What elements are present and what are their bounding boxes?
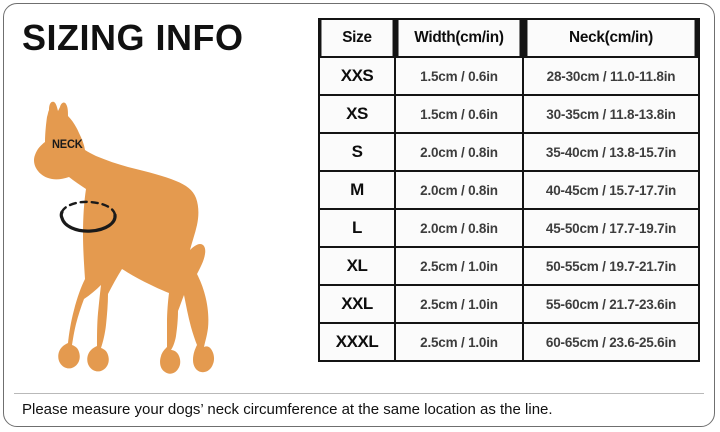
column-header-width: Width(cm/in) bbox=[398, 20, 520, 56]
cell-neck: 45-50cm / 17.7-19.7in bbox=[524, 210, 698, 246]
neck-ellipse-dashed-arc bbox=[60, 200, 117, 217]
cell-neck: 60-65cm / 23.6-25.6in bbox=[524, 324, 698, 360]
page-title: SIZING INFO bbox=[22, 17, 244, 58]
cell-width: 2.5cm / 1.0in bbox=[396, 248, 522, 284]
cell-neck: 50-55cm / 19.7-21.7in bbox=[524, 248, 698, 284]
cell-size: XXS bbox=[320, 58, 394, 94]
cell-size: M bbox=[320, 172, 394, 208]
table-row: XXL 2.5cm / 1.0in 55-60cm / 21.7-23.6in bbox=[320, 286, 698, 322]
sizing-table-grid: Size Width(cm/in) Neck(cm/in) XXS 1.5cm … bbox=[318, 18, 700, 362]
cell-neck: 40-45cm / 15.7-17.7in bbox=[524, 172, 698, 208]
cell-neck: 30-35cm / 11.8-13.8in bbox=[524, 96, 698, 132]
cell-width: 1.5cm / 0.6in bbox=[396, 96, 522, 132]
table-header: Size Width(cm/in) Neck(cm/in) bbox=[320, 20, 698, 56]
cell-width: 2.0cm / 0.8in bbox=[396, 134, 522, 170]
caption-text: Please measure your dogs’ neck circumfer… bbox=[22, 401, 553, 418]
dog-body-shape bbox=[34, 101, 215, 374]
cell-width: 1.5cm / 0.6in bbox=[396, 58, 522, 94]
cell-size: XS bbox=[320, 96, 394, 132]
cell-width: 2.0cm / 0.8in bbox=[396, 210, 522, 246]
column-header-neck: Neck(cm/in) bbox=[527, 20, 695, 56]
cell-size: XL bbox=[320, 248, 394, 284]
cell-size: XXXL bbox=[320, 324, 394, 360]
cell-size: S bbox=[320, 134, 394, 170]
table-row: L 2.0cm / 0.8in 45-50cm / 17.7-19.7in bbox=[320, 210, 698, 246]
column-header-size: Size bbox=[321, 20, 393, 56]
cell-width: 2.5cm / 1.0in bbox=[396, 324, 522, 360]
table-row: M 2.0cm / 0.8in 40-45cm / 15.7-17.7in bbox=[320, 172, 698, 208]
cell-neck: 55-60cm / 21.7-23.6in bbox=[524, 286, 698, 322]
table-row: XS 1.5cm / 0.6in 30-35cm / 11.8-13.8in bbox=[320, 96, 698, 132]
cell-width: 2.0cm / 0.8in bbox=[396, 172, 522, 208]
table-row: XL 2.5cm / 1.0in 50-55cm / 19.7-21.7in bbox=[320, 248, 698, 284]
table-row: S 2.0cm / 0.8in 35-40cm / 13.8-15.7in bbox=[320, 134, 698, 170]
table-row: XXXL 2.5cm / 1.0in 60-65cm / 23.6-25.6in bbox=[320, 324, 698, 360]
cell-width: 2.5cm / 1.0in bbox=[396, 286, 522, 322]
dog-silhouette-svg bbox=[34, 101, 215, 374]
cell-neck: 28-30cm / 11.0-11.8in bbox=[524, 58, 698, 94]
cell-size: L bbox=[320, 210, 394, 246]
cell-size: XXL bbox=[320, 286, 394, 322]
sizing-table: Size Width(cm/in) Neck(cm/in) XXS 1.5cm … bbox=[318, 18, 700, 362]
table-row: XXS 1.5cm / 0.6in 28-30cm / 11.0-11.8in bbox=[320, 58, 698, 94]
neck-label: NECK bbox=[52, 137, 83, 151]
cell-neck: 35-40cm / 13.8-15.7in bbox=[524, 134, 698, 170]
table-header-row: Size Width(cm/in) Neck(cm/in) bbox=[320, 20, 698, 56]
dog-illustration bbox=[16, 84, 306, 386]
caption-divider bbox=[14, 393, 704, 394]
table-body: XXS 1.5cm / 0.6in 28-30cm / 11.0-11.8in … bbox=[320, 58, 698, 360]
neck-measure-ellipse bbox=[59, 200, 117, 233]
neck-ellipse-solid-arc bbox=[59, 210, 117, 233]
